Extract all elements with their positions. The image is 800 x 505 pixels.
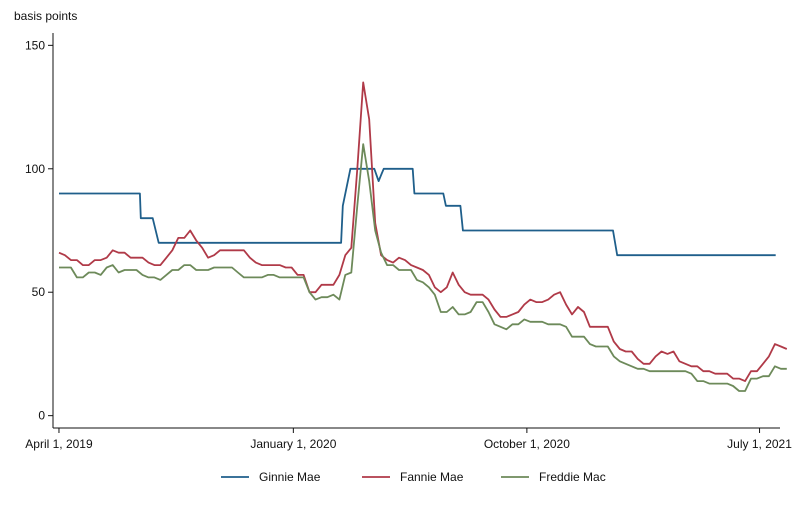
x-tick-label: October 1, 2020 — [484, 437, 570, 451]
series-lines — [58, 81, 788, 392]
x-tick-label: July 1, 2021 — [727, 437, 792, 451]
legend-label-fannie-mae: Fannie Mae — [400, 470, 464, 484]
y-tick-label: 150 — [25, 38, 45, 52]
series-line-freddie-mac — [59, 143, 787, 392]
series-line-ginnie-mae — [59, 167, 776, 257]
legend-label-freddie-mac: Freddie Mac — [539, 470, 606, 484]
y-tick-label: 50 — [32, 285, 46, 299]
x-tick-label: January 1, 2020 — [250, 437, 336, 451]
y-tick-label: 100 — [25, 162, 45, 176]
x-tick-label: April 1, 2019 — [25, 437, 93, 451]
axes: 0 50 100 150 April 1, 2019 January 1, 2020 Oct… — [25, 33, 792, 451]
y-tick-label: 0 — [38, 409, 45, 423]
series-line-fannie-mae — [58, 81, 788, 382]
legend-label-ginnie-mae: Ginnie Mae — [259, 470, 321, 484]
y-axis-title: basis points — [14, 9, 77, 23]
legend: Ginnie Mae Fannie Mae Freddie Mac — [221, 470, 606, 484]
